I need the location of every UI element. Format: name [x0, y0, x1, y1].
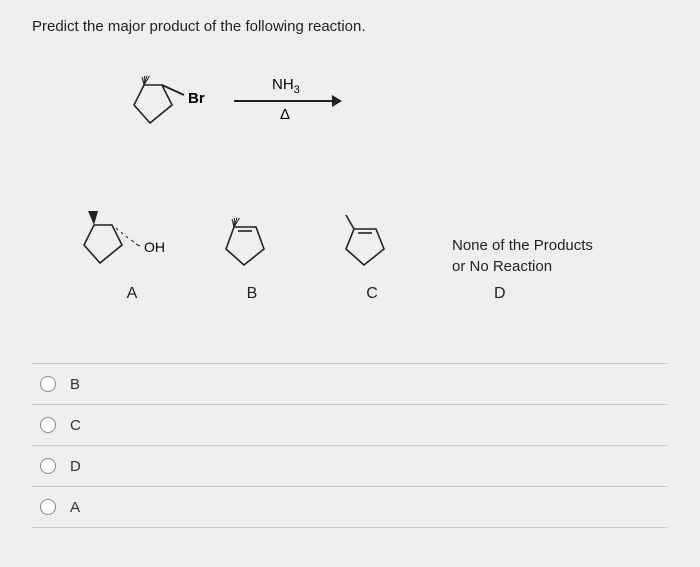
product-d-label: D: [494, 285, 622, 303]
product-c-structure: [332, 203, 412, 275]
answer-row[interactable]: C: [32, 405, 668, 446]
starting-material: Br: [122, 63, 222, 143]
product-b-label: B: [192, 285, 312, 303]
product-a-label: A: [72, 285, 192, 303]
radio-icon[interactable]: [40, 376, 56, 392]
reagent-top: NH3: [272, 76, 300, 96]
product-b-structure: [212, 203, 292, 275]
product-b: B: [192, 203, 312, 303]
radio-icon[interactable]: [40, 458, 56, 474]
answer-list: B C D A: [32, 363, 668, 528]
question-prompt: Predict the major product of the followi…: [32, 18, 668, 35]
br-label: Br: [188, 90, 205, 107]
products-row: OH A: [72, 183, 668, 303]
product-d-text2: or No Reaction: [452, 258, 622, 275]
answer-label: C: [70, 417, 81, 434]
reaction-scheme: Br NH3 Δ: [122, 63, 668, 143]
product-d: None of the Products or No Reaction D: [432, 237, 622, 303]
cyclopentane-br-structure: [122, 63, 222, 143]
answer-row[interactable]: B: [32, 364, 668, 405]
product-d-text1: None of the Products: [452, 237, 622, 254]
answer-row[interactable]: D: [32, 446, 668, 487]
answer-label: A: [70, 499, 80, 516]
product-a: OH A: [72, 203, 192, 303]
arrow-line: [234, 100, 334, 102]
product-a-structure: [72, 203, 182, 275]
product-c-label: C: [312, 285, 432, 303]
product-c: C: [312, 203, 432, 303]
oh-label: OH: [144, 239, 165, 255]
reagent-bottom: Δ: [280, 106, 290, 123]
answer-row[interactable]: A: [32, 487, 668, 528]
reaction-arrow: NH3 Δ: [234, 78, 354, 128]
question-page: Predict the major product of the followi…: [0, 0, 700, 567]
arrow-head: [332, 95, 342, 107]
answer-label: B: [70, 376, 80, 393]
radio-icon[interactable]: [40, 417, 56, 433]
radio-icon[interactable]: [40, 499, 56, 515]
answer-label: D: [70, 458, 81, 475]
